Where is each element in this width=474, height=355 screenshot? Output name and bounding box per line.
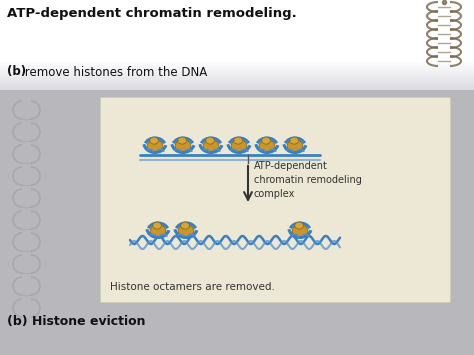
Text: ATP-dependent chromatin remodeling.: ATP-dependent chromatin remodeling. xyxy=(7,6,297,20)
Bar xyxy=(0,60,474,61)
Text: remove histones from the DNA: remove histones from the DNA xyxy=(21,66,207,78)
Text: (b) Histone eviction: (b) Histone eviction xyxy=(7,315,146,328)
Bar xyxy=(0,63,474,65)
FancyBboxPatch shape xyxy=(100,97,450,302)
Ellipse shape xyxy=(206,137,215,144)
Ellipse shape xyxy=(153,222,162,229)
Ellipse shape xyxy=(234,137,243,144)
Ellipse shape xyxy=(203,140,219,152)
Text: ATP-dependent
chromatin remodeling
complex: ATP-dependent chromatin remodeling compl… xyxy=(254,161,362,199)
Ellipse shape xyxy=(178,137,187,144)
Ellipse shape xyxy=(178,225,194,237)
Bar xyxy=(0,86,474,87)
Bar xyxy=(0,78,474,80)
Bar xyxy=(0,72,474,73)
Ellipse shape xyxy=(295,222,303,229)
Ellipse shape xyxy=(259,140,275,152)
Ellipse shape xyxy=(181,222,190,229)
Ellipse shape xyxy=(231,140,247,152)
Bar xyxy=(0,76,474,78)
Bar xyxy=(0,90,474,355)
Ellipse shape xyxy=(150,225,166,237)
Bar xyxy=(0,75,474,76)
Bar xyxy=(0,66,474,67)
Bar xyxy=(0,65,474,66)
Bar xyxy=(0,82,474,84)
Ellipse shape xyxy=(147,140,163,152)
Bar xyxy=(0,88,474,90)
Ellipse shape xyxy=(290,137,299,144)
Bar xyxy=(0,81,474,82)
Text: Histone octamers are removed.: Histone octamers are removed. xyxy=(110,282,275,292)
Bar xyxy=(0,73,474,75)
Text: (b): (b) xyxy=(7,66,26,78)
Ellipse shape xyxy=(262,137,271,144)
Bar xyxy=(0,61,474,63)
Ellipse shape xyxy=(287,140,303,152)
Bar xyxy=(0,87,474,88)
Bar xyxy=(0,71,474,72)
Bar xyxy=(0,0,474,80)
Bar xyxy=(0,80,474,81)
Bar xyxy=(0,67,474,69)
Ellipse shape xyxy=(175,140,191,152)
Ellipse shape xyxy=(150,137,158,144)
Bar xyxy=(0,84,474,86)
Ellipse shape xyxy=(292,225,308,237)
Bar xyxy=(0,69,474,71)
Bar xyxy=(0,0,474,22)
